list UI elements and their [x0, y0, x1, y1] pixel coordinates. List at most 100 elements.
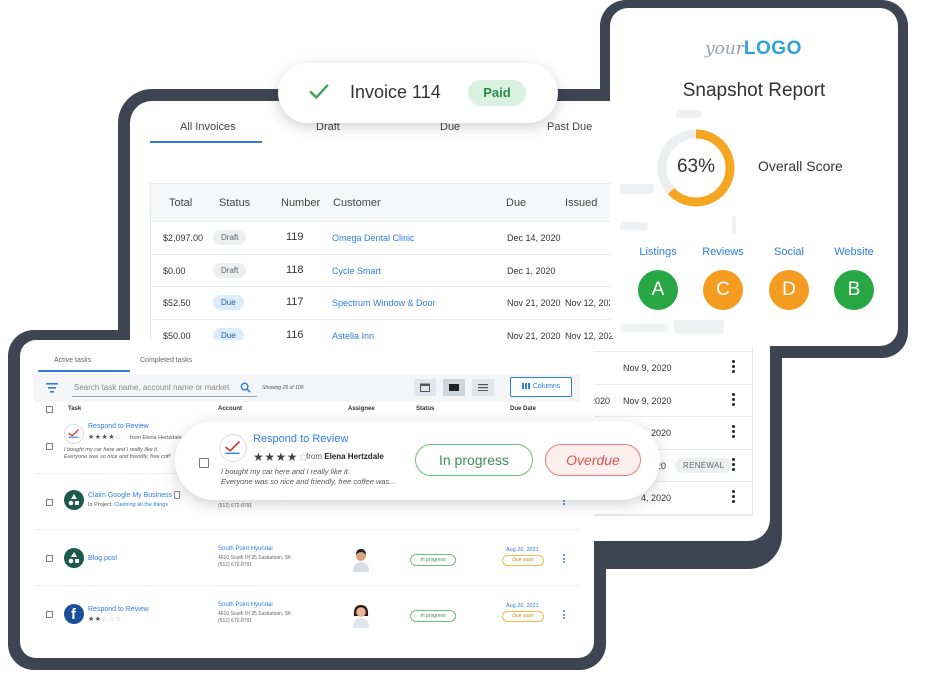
invoice-due: Dec 1, 2020: [507, 266, 556, 276]
document-icon: [174, 491, 180, 499]
column-status[interactable]: Status: [416, 406, 434, 412]
task-title[interactable]: Claim Google My Business: [88, 492, 172, 499]
status-badge: Draft: [213, 263, 246, 278]
ghost-text: [620, 324, 668, 332]
row-checkbox[interactable]: [46, 443, 53, 450]
due-soon-badge: Due soon: [502, 555, 544, 566]
column-account[interactable]: Account: [218, 406, 242, 412]
column-assignee[interactable]: Assignee: [348, 406, 375, 412]
invoice-total: $50.00: [163, 331, 191, 341]
invoice-number: 119: [286, 231, 304, 243]
account-phone: (512) 672-8791: [218, 503, 252, 510]
account-phone: (512) 672-8791: [218, 618, 252, 625]
more-options-icon[interactable]: [563, 610, 565, 621]
review-text: I bought my car here and I really like i…: [64, 447, 158, 453]
columns-icon: [522, 383, 530, 389]
renewal-badge: RENEWAL: [675, 458, 732, 473]
task-title[interactable]: Respond to Review: [88, 606, 149, 613]
customer-link[interactable]: Spectrum Window & Door: [332, 298, 436, 308]
grade-reviews[interactable]: C: [703, 270, 743, 310]
invoice-date: 4, 2020: [641, 493, 671, 503]
more-options-icon[interactable]: [732, 393, 735, 408]
grade-listings[interactable]: A: [638, 270, 678, 310]
column-customer[interactable]: Customer: [333, 197, 381, 209]
ghost-text: [676, 110, 702, 118]
tab-all-invoices[interactable]: All Invoices: [180, 121, 236, 133]
account-name[interactable]: South Point Hyundai: [218, 546, 273, 552]
calendar-view-button[interactable]: [414, 379, 436, 396]
invoice-due: Dec 14, 2020: [507, 233, 561, 243]
filter-icon[interactable]: [46, 383, 58, 393]
grade-label-social[interactable]: Social: [759, 246, 819, 258]
grade-social[interactable]: D: [769, 270, 809, 310]
invoice-number: 118: [286, 264, 304, 276]
review-text: Everyone was so nice and friendly, free …: [64, 454, 170, 460]
invoice-number: 117: [286, 296, 304, 308]
calendar-icon: [420, 383, 430, 392]
row-checkbox[interactable]: [46, 611, 53, 618]
more-options-icon[interactable]: [732, 360, 735, 375]
overall-score-label: Overall Score: [758, 158, 843, 174]
columns-button[interactable]: Columns: [510, 377, 572, 397]
grade-label-website[interactable]: Website: [824, 246, 884, 258]
more-options-icon[interactable]: [563, 554, 565, 565]
account-name[interactable]: South Point Hyundai: [218, 602, 273, 608]
assignee-avatar[interactable]: [349, 602, 373, 628]
grade-website[interactable]: B: [834, 270, 874, 310]
column-due[interactable]: Due: [506, 197, 526, 209]
column-issued[interactable]: Issued: [565, 197, 597, 209]
review-task-title[interactable]: Respond to Review: [253, 433, 348, 445]
invoice-date: 2020: [651, 428, 671, 438]
row-checkbox[interactable]: [46, 555, 53, 562]
column-due-date[interactable]: Due Date: [510, 406, 536, 412]
grade-label-reviews[interactable]: Reviews: [693, 246, 753, 258]
review-task-checkbox[interactable]: [199, 458, 209, 468]
assignee-avatar[interactable]: [349, 546, 373, 572]
more-options-icon[interactable]: [732, 458, 735, 473]
select-all-checkbox[interactable]: [46, 406, 53, 413]
account-phone: (512) 672-8791: [218, 562, 252, 569]
invoice-total: $0.00: [163, 266, 186, 276]
tab-past-due[interactable]: Past Due: [547, 121, 592, 133]
tab-active-tasks[interactable]: Active tasks: [54, 357, 91, 364]
ghost-text: [732, 216, 736, 234]
task-due-date: Aug 20, 2021: [506, 603, 539, 609]
more-options-icon[interactable]: [732, 490, 735, 505]
column-number[interactable]: Number: [281, 197, 320, 209]
invoice-paid-pill: Invoice 114 Paid: [278, 63, 558, 123]
invoice-title: Invoice 114: [350, 82, 441, 103]
invoice-total: $2,097.00: [163, 233, 203, 243]
task-status-badge: In progress: [410, 610, 456, 622]
invoice-date: Nov 9, 2020: [623, 363, 672, 373]
account-address: 4610 South IH 35 Saskatoon, SK: [218, 555, 291, 562]
rating-stars: ★★★★☆: [88, 433, 122, 441]
grade-label-listings[interactable]: Listings: [628, 246, 688, 258]
search-icon[interactable]: [240, 382, 251, 393]
overdue-badge[interactable]: Overdue: [545, 444, 641, 476]
task-search-input[interactable]: Search task name, account name or market: [72, 379, 257, 397]
customer-link[interactable]: Cycle Smart: [332, 266, 381, 276]
column-task[interactable]: Task: [68, 406, 81, 412]
task-title[interactable]: Blog post: [88, 555, 117, 562]
row-checkbox[interactable]: [46, 499, 53, 506]
ghost-text: [620, 184, 654, 194]
card-view-button[interactable]: [443, 379, 465, 396]
in-progress-badge[interactable]: In progress: [415, 444, 533, 476]
review-logo-icon: [219, 434, 247, 462]
invoice-total: $52.50: [163, 298, 191, 308]
list-view-button[interactable]: [472, 379, 494, 396]
tab-completed-tasks[interactable]: Completed tasks: [140, 357, 192, 364]
customer-link[interactable]: Astella Inn: [332, 331, 374, 341]
paid-badge: Paid: [468, 80, 526, 106]
task-row[interactable]: Blog post South Point Hyundai 4610 South…: [34, 530, 580, 586]
task-row[interactable]: f Respond to Review ★★☆☆☆ South Point Hy…: [34, 586, 580, 642]
rating-stars: ★★☆☆☆: [88, 615, 122, 623]
customer-link[interactable]: Omega Dental Clinic: [332, 233, 415, 243]
report-title: Snapshot Report: [610, 80, 898, 102]
more-options-icon[interactable]: [732, 425, 735, 440]
column-total[interactable]: Total: [169, 197, 192, 209]
task-title[interactable]: Respond to Review: [88, 423, 149, 430]
review-author: from Elena Hertzdale: [130, 435, 182, 441]
column-status[interactable]: Status: [219, 197, 250, 209]
